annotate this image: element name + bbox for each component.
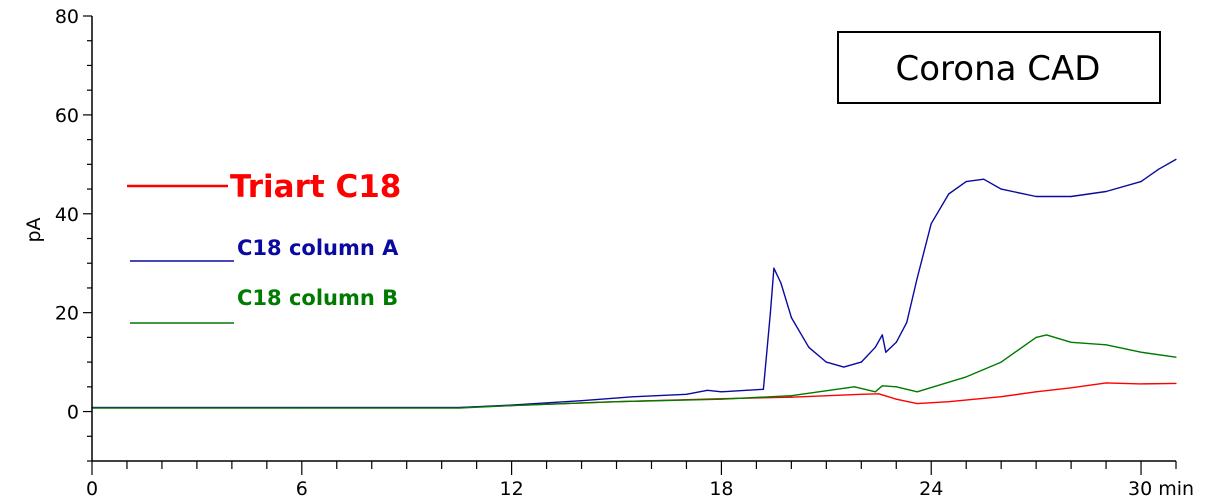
series-layer bbox=[91, 158, 1177, 409]
annotation-text: Corona CAD bbox=[896, 49, 1101, 89]
axes-layer: 0 20 40 60 80 0 6 12 18 24 30 min bbox=[55, 6, 1194, 500]
data-point bbox=[1140, 351, 1142, 353]
data-point bbox=[1140, 181, 1142, 183]
data-point bbox=[808, 346, 810, 348]
data-point bbox=[720, 398, 723, 400]
data-point bbox=[874, 346, 876, 348]
data-point bbox=[983, 178, 985, 180]
y-tick-label: 20 bbox=[55, 303, 79, 325]
legend-label: C18 column B bbox=[237, 286, 398, 310]
data-point bbox=[843, 366, 845, 368]
series-line bbox=[92, 334, 1177, 409]
x-tick-label: 0 bbox=[86, 478, 98, 500]
series-group bbox=[91, 334, 1177, 409]
data-point bbox=[633, 396, 635, 398]
data-point bbox=[615, 401, 618, 403]
annotation-box: Corona CAD bbox=[837, 31, 1161, 104]
data-point bbox=[916, 277, 918, 279]
x-tick-label: 30 min bbox=[1128, 478, 1194, 500]
data-point bbox=[825, 361, 827, 363]
data-point bbox=[458, 407, 460, 409]
data-point bbox=[885, 351, 887, 353]
y-tick-label: 40 bbox=[55, 204, 79, 226]
y-axis-label: pA bbox=[23, 217, 45, 242]
data-point bbox=[1000, 396, 1002, 398]
data-point bbox=[1046, 334, 1048, 336]
x-tick-label: 6 bbox=[296, 478, 308, 500]
data-point bbox=[301, 407, 303, 409]
data-point bbox=[860, 361, 862, 363]
legend-label: C18 column A bbox=[237, 236, 399, 260]
legend-label: Triart C18 bbox=[230, 169, 401, 205]
data-point bbox=[1000, 188, 1002, 190]
data-point bbox=[762, 388, 764, 390]
data-point bbox=[706, 389, 709, 391]
data-point bbox=[1035, 336, 1037, 338]
x-tick-label: 18 bbox=[709, 478, 733, 500]
series-group bbox=[91, 382, 1177, 409]
data-point bbox=[1000, 361, 1002, 363]
data-point bbox=[769, 312, 771, 314]
series-line bbox=[92, 382, 1177, 409]
data-point bbox=[965, 376, 967, 378]
x-tick-label: 24 bbox=[919, 478, 943, 500]
data-point bbox=[1070, 195, 1072, 198]
data-point bbox=[1105, 382, 1107, 384]
data-point bbox=[1175, 356, 1177, 358]
data-point bbox=[780, 282, 782, 284]
data-point bbox=[720, 391, 723, 393]
y-tick-label: 80 bbox=[55, 6, 79, 28]
data-point bbox=[881, 334, 883, 336]
data-point bbox=[874, 391, 876, 393]
data-point bbox=[930, 223, 932, 225]
data-point bbox=[881, 385, 883, 387]
data-point bbox=[511, 405, 513, 407]
data-point bbox=[790, 395, 792, 397]
y-tick-label: 0 bbox=[67, 402, 79, 424]
data-point bbox=[1175, 158, 1177, 160]
x-tick-label: 12 bbox=[500, 478, 524, 500]
data-point bbox=[948, 401, 950, 403]
data-point bbox=[1070, 341, 1072, 343]
data-point bbox=[1157, 168, 1160, 170]
data-point bbox=[895, 398, 897, 400]
data-point bbox=[1070, 387, 1072, 389]
data-point bbox=[948, 193, 950, 195]
series-group bbox=[91, 158, 1177, 409]
y-tick-label: 60 bbox=[55, 105, 79, 127]
data-point bbox=[878, 393, 880, 395]
data-point bbox=[685, 393, 688, 395]
data-point bbox=[895, 341, 897, 343]
data-point bbox=[1140, 383, 1142, 385]
data-point bbox=[916, 391, 918, 393]
data-point bbox=[860, 393, 862, 395]
data-point bbox=[853, 386, 855, 388]
data-point bbox=[965, 181, 967, 183]
data-point bbox=[790, 396, 792, 398]
data-point bbox=[790, 317, 792, 319]
data-point bbox=[1035, 195, 1037, 198]
data-point bbox=[773, 267, 775, 269]
data-point bbox=[895, 386, 897, 388]
data-point bbox=[580, 400, 583, 402]
data-point bbox=[1175, 382, 1177, 384]
data-point bbox=[906, 321, 908, 324]
data-point bbox=[1105, 190, 1107, 193]
data-point bbox=[1105, 344, 1107, 346]
data-point bbox=[1035, 391, 1037, 393]
data-point bbox=[916, 403, 918, 405]
legend: Triart C18 C18 column A C18 column B bbox=[127, 169, 401, 324]
